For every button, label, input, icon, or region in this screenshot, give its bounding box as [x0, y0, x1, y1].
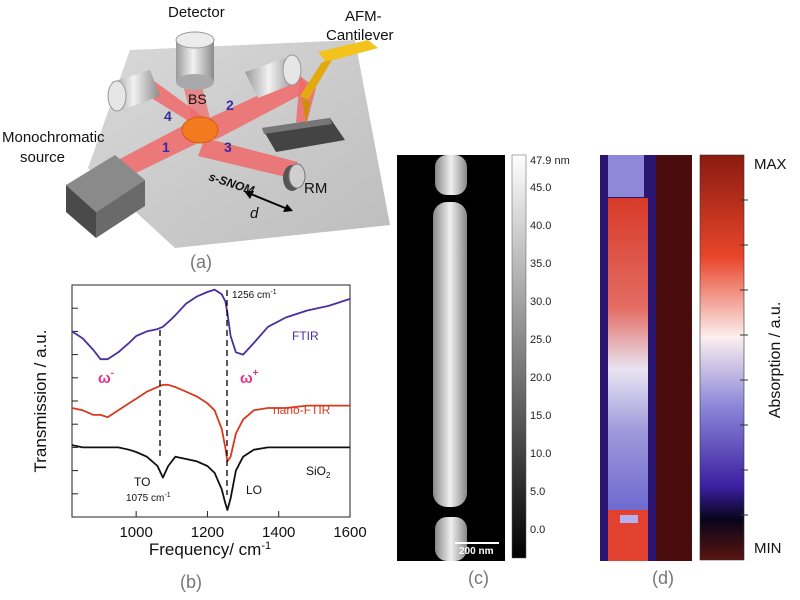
caption-d: (d)	[652, 568, 674, 588]
x-tick-label: 1000	[119, 524, 152, 541]
nanowire-segment-bottom	[435, 517, 467, 561]
bs-label: BS	[188, 91, 207, 107]
light-source	[66, 155, 145, 238]
series-line-nano-ftir	[71, 383, 350, 463]
beam-splitter	[181, 116, 219, 144]
beam-number-1: 1	[162, 139, 170, 155]
mono-label-2: source	[20, 149, 65, 166]
y-axis-title: Transmission / a.u.	[31, 330, 50, 473]
beam-3	[198, 138, 298, 178]
series-line-ftir	[71, 288, 351, 361]
detector-label: Detector	[168, 4, 225, 21]
x-tick-label: 1200	[191, 524, 224, 541]
to-value-label: 1075 cm-1	[126, 492, 171, 504]
nano-ftir-legend: nano-FTIR	[273, 403, 331, 417]
beam-number-2: 2	[226, 97, 234, 113]
beam-2	[205, 76, 310, 140]
beam-number-3: 3	[224, 139, 232, 155]
peak-label: 1256 cm-1	[232, 289, 277, 301]
parabolic-mirror-left	[107, 70, 160, 112]
reference-mirror	[283, 163, 306, 191]
nanowire-segment-top	[435, 155, 467, 195]
ftir-legend: FTIR	[292, 329, 319, 343]
absorption-wire-top	[608, 155, 644, 197]
beam-number-4: 4	[164, 108, 172, 124]
parabolic-mirror-right	[245, 54, 302, 98]
snom-setup-schematic: Detector AFM- Cantilever BS Monochromati…	[2, 4, 394, 248]
sio2-legend: SiO2	[306, 464, 331, 480]
caption-b: (b)	[180, 572, 202, 592]
x-tick-label: 1400	[262, 524, 295, 541]
min-label: MIN	[754, 540, 782, 557]
omega-plus-label: ω+	[240, 368, 259, 387]
absorption-wire-main	[608, 198, 648, 510]
height-tick-label: 35.0	[530, 258, 552, 270]
displacement-arrow	[244, 191, 293, 212]
to-label: TO	[134, 475, 150, 489]
absorption-colorbar	[699, 154, 745, 561]
x-axis-title: Frequency/ cm-1	[149, 540, 271, 559]
topography-panel: 200 nm	[397, 154, 527, 561]
absorption-axis-title: Absorption / a.u.	[767, 302, 784, 419]
transmission-chart: 1000 1200 1400 1600 1256 cm-1 FTIR nano-FTI…	[31, 284, 367, 559]
max-label: MAX	[754, 156, 787, 173]
lo-label: LO	[246, 483, 262, 497]
rm-label: RM	[304, 180, 327, 197]
height-tick-label: 15.0	[530, 410, 552, 422]
optical-table	[88, 40, 390, 248]
height-tick-label: 0.0	[530, 524, 546, 536]
mono-label-1: Monochromatic	[2, 129, 105, 146]
height-tick-label: 5.0	[530, 486, 546, 498]
height-tick-label: 10.0	[530, 448, 552, 460]
plot-frame	[71, 284, 351, 518]
height-tick-label: 45.0	[530, 182, 552, 194]
x-tick-label: 1600	[333, 524, 366, 541]
caption-c: (c)	[468, 568, 489, 588]
height-tick-label: 25.0	[530, 334, 552, 346]
caption-a: (a)	[190, 252, 212, 272]
height-tick-label: 30.0	[530, 296, 552, 308]
omega-minus-label: ω-	[98, 368, 114, 387]
cantilever-label: Cantilever	[326, 27, 394, 44]
scale-bar-label: 200 nm	[459, 546, 494, 557]
height-tick-label: 20.0	[530, 372, 552, 384]
detector	[175, 31, 215, 90]
height-tick-label: 40.0	[530, 220, 552, 232]
height-colorbar	[511, 154, 527, 559]
absorption-panel: MAX MIN Absorption / a.u.	[600, 154, 787, 561]
nanowire-segment-main	[433, 202, 467, 507]
afm-cantilever	[300, 40, 378, 124]
series-line-sio2	[71, 444, 350, 511]
afm-label: AFM-	[345, 8, 382, 25]
height-tick-label: 47.9 nm	[530, 155, 570, 167]
d-label: d	[250, 205, 259, 222]
